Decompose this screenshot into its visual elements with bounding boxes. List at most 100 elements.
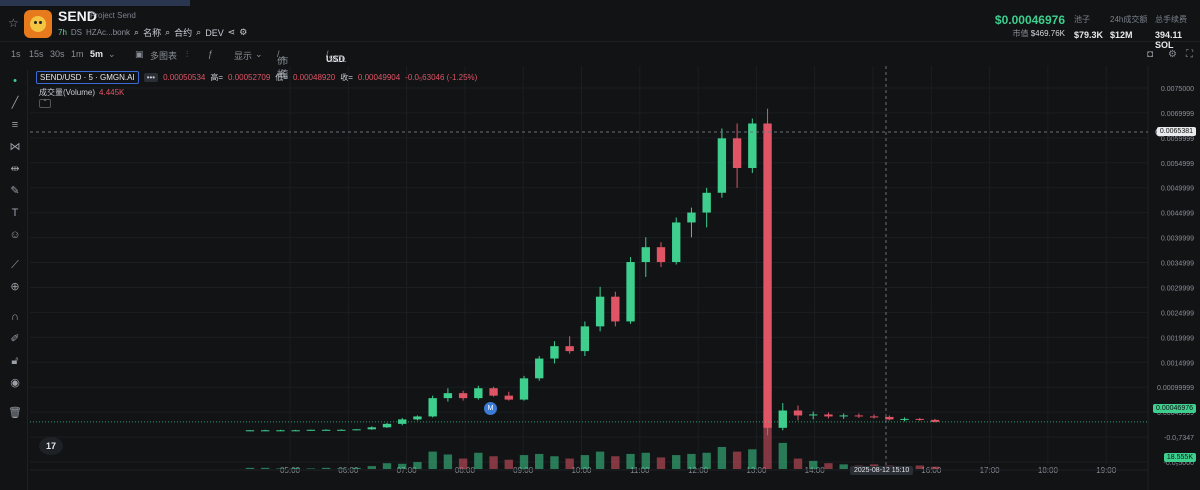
search-icon[interactable]: ⌕ [196,27,202,37]
star-icon[interactable]: ☆ [8,16,19,30]
gear-icon[interactable]: ⚙ [239,27,248,37]
token-project: Project Send [90,11,136,20]
ruler-icon[interactable]: ⟋ [11,259,19,271]
price-chart[interactable]: 05:00 06:00 07:00 08:00 09:00 10:00 11:00 12:00… [30,66,1200,490]
crosshair-price: 0.0065381 [1159,128,1193,135]
current-price-axis: 0.00046976 [1156,405,1193,412]
volume-bar [824,463,833,469]
crosshair-icon[interactable]: • [13,75,17,87]
volume-bar [276,468,285,469]
text-icon[interactable]: T [11,207,19,219]
indicator-icon[interactable]: ⫶ [186,49,189,59]
y-tick-label: 0.0039999 [1161,236,1194,243]
search-icon[interactable]: ⌕ [134,27,140,37]
settings-icon[interactable]: ⚙ [1168,49,1177,60]
display-button[interactable]: 显示 [234,51,253,61]
volume-legend: 成交量(Volume) 4.445K [39,87,124,98]
search-name-link[interactable]: 名称 [143,28,162,38]
formula-icon[interactable]: ƒ [208,49,214,59]
candle-body [854,415,864,417]
volume-bar [565,458,574,469]
candle-body [291,430,300,432]
y-tick-label: 0.0034999 [1161,261,1194,268]
candle-body [656,247,666,263]
ds-label: DS [70,28,83,37]
volume-bar [382,463,392,469]
chevron-down-icon[interactable]: ⌄ [108,49,116,59]
interval-30s[interactable]: 30s [50,49,65,59]
search-contract-link[interactable]: 合约 [174,28,193,38]
camera-icon[interactable]: ◘ [1147,49,1154,60]
pattern-icon[interactable]: ⋈ [9,141,21,153]
mcap-option[interactable]: 市值 [279,56,289,79]
volume-bar [595,451,605,469]
interval-15s[interactable]: 15s [29,49,44,59]
candle-body [519,378,529,400]
trendline-icon[interactable]: ╱ [11,97,19,109]
fib-icon[interactable]: ≡ [11,119,19,131]
brush-icon[interactable]: ✎ [10,185,20,197]
price-option[interactable]: 价格 [277,56,287,79]
sol-option[interactable]: SOL [328,54,347,64]
y-tick-label: 0.00099999 [1157,385,1194,392]
volume-label: 24h成交额 [1110,15,1148,24]
chevron-down-icon[interactable]: ⌄ [255,49,263,59]
share-icon[interactable]: ⋖ [227,27,236,37]
usd-option[interactable]: USD [326,54,346,64]
token-address[interactable]: HZAc...bonk [86,28,131,37]
volume-bar [656,457,666,469]
current-price: $0.00046976 [994,13,1065,27]
zoom-icon[interactable]: ⊕ [10,281,20,293]
volume-bar [763,411,772,469]
interval-5m[interactable]: 5m [90,49,104,59]
y-tick-label: 0.0029999 [1161,285,1194,292]
candle-body [458,393,468,399]
marker-badge[interactable]: M [484,402,497,415]
eye-icon[interactable]: ◉ [10,377,20,389]
candle-body [778,410,787,428]
candle-body [809,414,818,416]
y-tick-label: 0.0024999 [1161,310,1194,317]
price-toggle[interactable]: 价格 / 市值 [277,49,289,79]
multi-chart-button[interactable]: 多图表 [150,51,178,61]
tradingview-logo[interactable]: 17 [39,437,63,455]
candle-body [321,429,331,431]
chart-toolbar: 1s 15s 30s 1m 5m ⌄ ▣ 多图表 ⫶ ƒ 显示 ⌄ 价格 / 市… [0,44,1200,79]
logo-eye [34,21,37,24]
interval-1m[interactable]: 1m [71,49,84,59]
lock-icon[interactable]: 🔓︎ [11,355,19,367]
candle-body [900,418,909,420]
search-icon[interactable]: ⌕ [165,27,171,37]
lock-draw-icon[interactable]: ✐ [10,333,20,345]
candle-body [565,346,574,352]
collapse-icon[interactable]: ⌃ [39,99,51,108]
fullscreen-icon[interactable]: ⛶ [1186,49,1193,60]
candle-body [915,418,924,420]
trash-icon[interactable]: 🗑︎ [8,407,22,419]
measure-icon[interactable]: ⇹ [10,163,20,175]
market-cap: 市值 $469.76K [1013,28,1066,39]
volume-bar [306,468,316,469]
logo-face [30,16,46,32]
volume-bar [337,468,346,469]
volume-tag-value: 18.555K [1166,454,1193,461]
candle-body [428,398,437,417]
volume-bar [687,453,696,469]
candle-body [337,429,346,431]
volume-bar [611,456,620,469]
interval-1s[interactable]: 1s [11,49,21,59]
volume-bar [793,458,803,469]
magnet-icon[interactable]: ∩ [11,311,19,323]
search-dev-link[interactable]: DEV [205,27,224,38]
more-icon[interactable]: ••• [143,73,159,82]
symbol-label[interactable]: SEND/USD · 5 · GMGN.AI [36,71,139,84]
market-cap-label: 市值 [1012,29,1029,38]
top-strip [0,0,190,6]
token-age: 7h [58,28,67,37]
currency-toggle[interactable]: USD / SOL [326,49,347,64]
token-header: ☆ SEND Project Send 7h DS HZAc...bonk ⌕ … [0,6,1200,50]
multi-chart-icon[interactable]: ▣ [135,49,144,59]
y-tick-label: -0.0₁7347 [1164,435,1194,442]
emoji-icon[interactable]: ☺ [9,229,21,241]
candle-body [885,416,894,420]
